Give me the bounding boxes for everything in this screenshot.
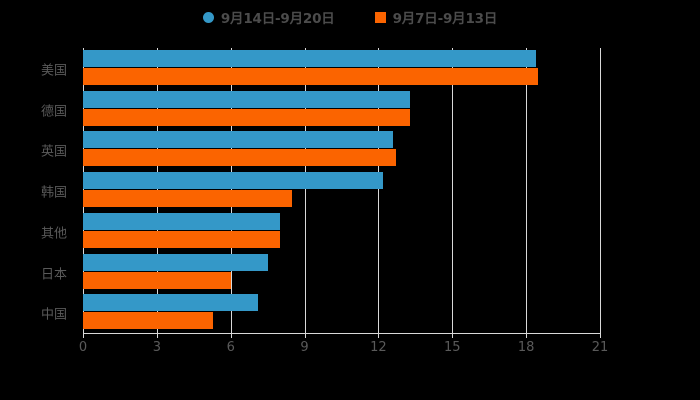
bar-rows: [83, 48, 600, 333]
gridline: [600, 48, 601, 333]
legend-label-series-0: 9月14日-9月20日: [220, 11, 335, 27]
x-tick-label: 3: [152, 340, 161, 355]
x-tick-mark: [83, 333, 84, 338]
category-label: 其他: [40, 226, 67, 242]
x-tick-label: 9: [300, 340, 309, 355]
category-label: 英国: [40, 144, 67, 160]
bar-row: [83, 48, 600, 89]
chart-legend: 9月14日-9月20日 9月7日-9月13日: [0, 4, 700, 30]
legend-marker-square-icon: [374, 11, 386, 23]
bar-row: [83, 170, 600, 211]
value-axis: 0 3 6 9 12 15 18 21: [79, 333, 608, 359]
x-tick-mark: [230, 333, 232, 338]
x-tick-label: 6: [226, 340, 235, 355]
bar-美国-series-1[interactable]: [83, 68, 539, 85]
legend-item-series-1[interactable]: 9月7日-9月13日: [374, 7, 498, 27]
legend-item-series-0[interactable]: 9月14日-9月20日: [202, 7, 335, 27]
x-tick-mark: [452, 333, 454, 338]
bar-row: [83, 252, 600, 293]
x-tick-label: 21: [591, 340, 609, 355]
category-axis: 美国德国英国韩国其他日本中国: [0, 48, 77, 333]
bar-row: [83, 89, 600, 130]
x-tick-mark: [526, 333, 528, 338]
bar-德国-series-0[interactable]: [83, 90, 411, 108]
bar-其他-series-1[interactable]: [83, 230, 280, 248]
plot-area: [83, 48, 601, 333]
bar-row: [83, 129, 600, 170]
x-tick-label: 12: [370, 340, 387, 355]
bar-英国-series-0[interactable]: [83, 131, 394, 149]
bar-日本-series-0[interactable]: [83, 253, 268, 271]
x-tick-label: 0: [78, 340, 88, 355]
category-label: 德国: [40, 104, 67, 120]
legend-label-series-1: 9月7日-9月13日: [392, 11, 498, 27]
bar-美国-series-0[interactable]: [83, 50, 536, 67]
bar-日本-series-1[interactable]: [83, 271, 231, 289]
x-tick-label: 15: [444, 340, 461, 355]
bar-中国-series-0[interactable]: [83, 294, 258, 312]
bar-英国-series-1[interactable]: [83, 149, 396, 167]
bar-德国-series-1[interactable]: [83, 108, 411, 126]
category-label: 中国: [40, 307, 67, 323]
x-tick-mark: [156, 333, 158, 338]
bar-其他-series-0[interactable]: [83, 212, 280, 230]
legend-marker-circle-icon: [202, 11, 214, 23]
bar-中国-series-1[interactable]: [83, 312, 214, 330]
x-axis-line: [83, 333, 601, 334]
x-tick-label: 18: [517, 340, 535, 355]
bar-韩国-series-1[interactable]: [83, 190, 293, 208]
x-tick-mark: [304, 333, 306, 338]
category-label: 韩国: [40, 185, 67, 201]
x-tick-mark: [378, 333, 380, 338]
bar-row: [83, 211, 600, 252]
bar-韩国-series-0[interactable]: [83, 172, 384, 190]
category-label: 美国: [40, 63, 67, 79]
category-label: 日本: [40, 267, 67, 283]
x-tick-mark: [600, 333, 601, 338]
bar-row: [83, 292, 600, 333]
